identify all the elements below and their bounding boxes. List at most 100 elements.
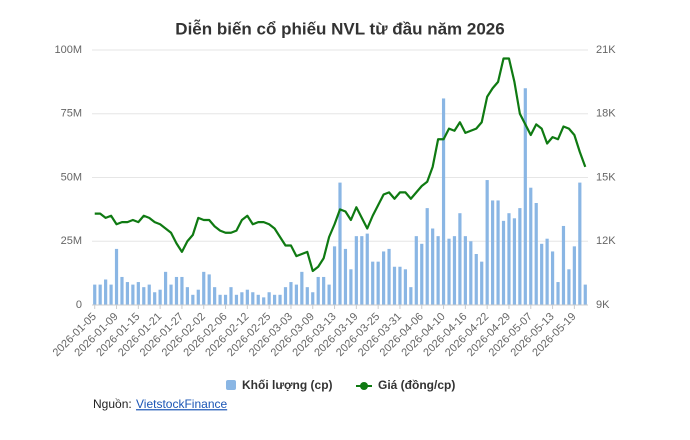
y2-tick-label: 9K: [596, 299, 610, 311]
bar: [376, 261, 380, 305]
bar: [518, 208, 522, 305]
bar: [213, 287, 217, 305]
bar: [278, 294, 282, 305]
bar: [365, 233, 369, 305]
legend-swatch: [226, 380, 236, 390]
y-tick-label: 0: [76, 299, 82, 311]
bar: [540, 243, 544, 305]
bar: [218, 294, 222, 305]
bar: [507, 213, 511, 305]
bar: [343, 248, 348, 305]
bar: [436, 236, 440, 305]
bar: [545, 238, 549, 305]
bar: [332, 246, 337, 305]
bar: [354, 236, 358, 305]
bar: [202, 271, 206, 305]
chart-title: Diễn biến cổ phiếu NVL từ đầu năm 2026: [175, 19, 504, 38]
bar: [294, 284, 298, 305]
bar: [496, 200, 500, 305]
bar: [403, 269, 408, 305]
bar: [447, 238, 451, 305]
bar: [567, 269, 571, 305]
bar: [185, 287, 189, 305]
bar: [338, 182, 342, 305]
bar: [387, 248, 391, 305]
bar: [398, 266, 402, 305]
bar: [169, 284, 173, 305]
source-label: Nguồn:: [93, 397, 132, 411]
bar: [147, 284, 151, 305]
bar: [469, 241, 473, 305]
legend-label: Giá (đồng/cp): [378, 378, 455, 392]
bar: [480, 261, 484, 305]
bar: [174, 276, 179, 305]
source-link[interactable]: VietstockFinance: [136, 397, 227, 411]
bar: [441, 98, 446, 305]
bar: [371, 261, 375, 305]
bar: [251, 292, 255, 305]
bar: [382, 251, 386, 305]
bar: [283, 287, 288, 305]
bar: [104, 279, 108, 305]
bar: [158, 289, 162, 305]
legend: Khối lượng (cp) Giá (đồng/cp): [226, 378, 455, 392]
bar: [245, 289, 249, 305]
bar: [223, 294, 228, 305]
bar: [300, 271, 304, 305]
y2-tick-label: 15K: [596, 171, 616, 183]
bar: [125, 282, 130, 305]
bar: [131, 284, 135, 305]
bar: [561, 225, 566, 305]
y-tick-label: 100M: [54, 44, 82, 56]
bar: [153, 292, 157, 305]
bar: [512, 218, 517, 305]
bar: [163, 271, 168, 305]
bar: [550, 251, 555, 305]
bar: [392, 266, 397, 305]
bar: [534, 203, 538, 305]
bar: [109, 284, 113, 305]
y-tick-label: 75M: [61, 108, 82, 120]
legend-label: Khối lượng (cp): [242, 378, 333, 392]
bar: [452, 236, 457, 305]
bar: [463, 236, 467, 305]
bar: [207, 274, 211, 305]
bar: [93, 284, 97, 305]
bar: [289, 282, 293, 305]
bar: [180, 276, 184, 305]
bar: [234, 294, 239, 305]
bar: [322, 276, 326, 305]
bar: [572, 246, 576, 305]
bar: [98, 284, 102, 305]
bar: [256, 294, 260, 305]
bar: [120, 276, 124, 305]
bar: [229, 287, 233, 305]
y-tick-label: 25M: [61, 235, 82, 247]
bar: [311, 292, 315, 305]
bar: [529, 187, 533, 305]
bar: [267, 292, 271, 305]
y2-tick-label: 21K: [596, 44, 616, 56]
bar: [240, 292, 244, 305]
bar: [485, 180, 489, 305]
bar: [583, 284, 587, 305]
bar: [474, 254, 478, 305]
bar: [142, 287, 146, 305]
bar: [114, 248, 119, 305]
bar: [191, 294, 195, 305]
bar: [420, 243, 424, 305]
bar: [327, 284, 331, 305]
bar: [523, 88, 527, 305]
y2-tick-label: 12K: [596, 235, 616, 247]
bar: [349, 269, 353, 305]
bar: [196, 289, 200, 305]
legend-swatch: [360, 382, 368, 390]
price-line: [94, 57, 587, 273]
bar: [458, 213, 462, 305]
y-tick-label: 50M: [61, 171, 82, 183]
bar: [491, 200, 495, 305]
bar: [501, 220, 506, 305]
bar: [431, 228, 435, 305]
